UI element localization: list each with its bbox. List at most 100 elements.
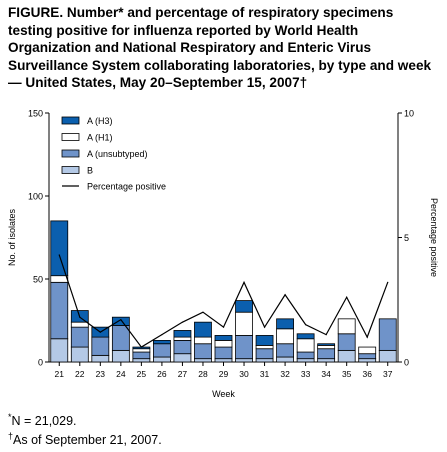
x-tick-label: 22 bbox=[75, 369, 85, 379]
x-axis-label: Week bbox=[212, 389, 235, 399]
bar-segment-h3 bbox=[276, 318, 294, 330]
line-point bbox=[79, 316, 81, 318]
x-tick-label: 35 bbox=[342, 369, 352, 379]
bar-segment-b bbox=[317, 358, 336, 363]
y2-tick-label: 5 bbox=[404, 233, 409, 243]
bar-segment-h1 bbox=[194, 336, 212, 345]
bar-segment-h1 bbox=[337, 318, 356, 335]
line-point bbox=[120, 319, 122, 321]
bar-segment-b bbox=[91, 354, 110, 363]
figure-title: FIGURE. Number* and percentage of respir… bbox=[8, 4, 440, 92]
x-tick-label: 36 bbox=[362, 369, 372, 379]
y2-tick-label: 10 bbox=[404, 109, 414, 119]
bar-segment-b bbox=[296, 358, 315, 363]
line-point bbox=[99, 331, 101, 333]
bar-segment-unsubtyped bbox=[153, 343, 171, 358]
bar-segment-h1 bbox=[276, 328, 294, 345]
y-tick-label: 50 bbox=[33, 275, 43, 285]
line-point bbox=[346, 296, 348, 298]
bar-segment-h1 bbox=[50, 275, 69, 283]
y-tick-label: 150 bbox=[28, 109, 43, 119]
y-tick-label: 0 bbox=[38, 358, 43, 368]
chart-line bbox=[58, 254, 389, 348]
bar-segment-unsubtyped bbox=[337, 333, 356, 351]
bar-segment-unsubtyped bbox=[255, 348, 274, 360]
legend-label-line: Percentage positive bbox=[87, 182, 166, 192]
bar-segment-b bbox=[153, 356, 171, 363]
bar-segment-h1 bbox=[317, 344, 336, 350]
x-tick-label: 24 bbox=[116, 369, 126, 379]
bar-segment-h3 bbox=[173, 330, 192, 338]
legend-label-b: B bbox=[87, 166, 93, 176]
line-point bbox=[161, 334, 163, 336]
bar-segment-h1 bbox=[70, 321, 89, 328]
x-tick-label: 27 bbox=[178, 369, 188, 379]
legend-label-h1: A (H1) bbox=[87, 133, 113, 143]
footnote-date: †As of September 21, 2007. bbox=[8, 429, 162, 448]
bar-segment-unsubtyped bbox=[317, 348, 336, 360]
bar-segment-h1 bbox=[255, 344, 274, 350]
bar-segment-h1 bbox=[132, 348, 151, 353]
bar-segment-h1 bbox=[296, 338, 315, 353]
bar-segment-unsubtyped bbox=[50, 281, 69, 340]
line-point bbox=[366, 336, 368, 338]
bar-segment-b bbox=[337, 349, 356, 363]
bar-segment-unsubtyped bbox=[358, 353, 377, 360]
footnote-text: As of September 21, 2007. bbox=[13, 433, 162, 448]
bar-segment-unsubtyped bbox=[70, 326, 89, 348]
footnotes: *N = 21,029. †As of September 21, 2007. bbox=[8, 410, 162, 448]
bar-segment-h3 bbox=[153, 340, 171, 345]
bar-segment-unsubtyped bbox=[194, 343, 212, 360]
figure-title-text: FIGURE. Number* and percentage of respir… bbox=[8, 5, 432, 90]
x-tick-label: 32 bbox=[280, 369, 290, 379]
bar-segment-b bbox=[111, 349, 130, 363]
x-tick-label: 30 bbox=[239, 369, 249, 379]
line-point bbox=[181, 321, 184, 323]
line-point bbox=[387, 281, 389, 283]
bar-segment-unsubtyped bbox=[296, 351, 315, 360]
bar-segment-unsubtyped bbox=[378, 318, 397, 351]
chart-bars bbox=[50, 220, 397, 363]
line-point bbox=[305, 324, 307, 326]
bar-segment-unsubtyped bbox=[111, 325, 130, 351]
bar-segment-unsubtyped bbox=[214, 346, 233, 360]
line-point bbox=[325, 334, 327, 336]
bar-segment-h3 bbox=[214, 335, 233, 341]
bar-segment-b bbox=[358, 358, 377, 363]
bar-segment-b bbox=[70, 346, 89, 363]
legend-label-unsubtyped: A (unsubtyped) bbox=[87, 149, 148, 159]
footnote-n: *N = 21,029. bbox=[8, 410, 162, 429]
y2-axis-label: Percentage positive bbox=[429, 198, 439, 277]
footnote-mark: † bbox=[8, 431, 14, 442]
x-tick-label: 23 bbox=[96, 369, 106, 379]
bar-segment-unsubtyped bbox=[132, 351, 151, 360]
bar-segment-h3 bbox=[50, 220, 69, 277]
legend-swatch-h3 bbox=[61, 116, 80, 125]
chart-legend: A (H3) A (H1) A (unsubtyped) B Percentage po… bbox=[61, 116, 166, 192]
bar-segment-h3 bbox=[255, 335, 274, 346]
legend-swatch-unsubtyped bbox=[61, 149, 80, 158]
stacked-bar-chart: 0 50 100 150 0 5 10 21 22 23 24 25 26 27 28 29 30 31 32 33 3… bbox=[7, 109, 439, 400]
bar-segment-b bbox=[132, 358, 151, 363]
x-tick-label: 28 bbox=[198, 369, 208, 379]
bar-segment-h3 bbox=[296, 333, 315, 340]
y-axis-label: No. of isolates bbox=[7, 208, 17, 266]
bar-segment-h3 bbox=[317, 343, 336, 346]
bar-segment-unsubtyped bbox=[91, 336, 110, 356]
legend-label-h3: A (H3) bbox=[87, 116, 113, 126]
bar-segment-b bbox=[255, 358, 274, 363]
x-tick-label: 34 bbox=[321, 369, 331, 379]
bar-segment-h1 bbox=[358, 346, 377, 355]
bar-segment-b bbox=[50, 338, 69, 363]
line-point bbox=[58, 254, 60, 256]
x-tick-label: 31 bbox=[260, 369, 270, 379]
x-tick-label: 29 bbox=[219, 369, 229, 379]
x-tick-label: 33 bbox=[301, 369, 311, 379]
y2-tick-label: 0 bbox=[404, 358, 409, 368]
line-point bbox=[284, 294, 286, 296]
bar-segment-h3 bbox=[111, 316, 130, 326]
bar-segment-unsubtyped bbox=[235, 335, 253, 360]
legend-swatch-b bbox=[61, 166, 80, 174]
bar-segment-b bbox=[235, 358, 253, 363]
bar-segment-b bbox=[276, 356, 294, 363]
